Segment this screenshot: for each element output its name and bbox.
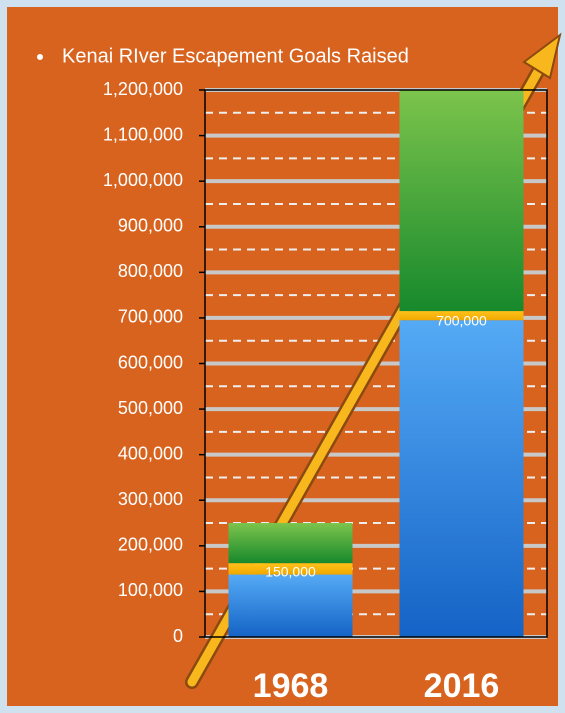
- y-tick-label: 700,000: [118, 307, 183, 327]
- bar-segment: [399, 90, 524, 312]
- data-label: 150,000: [265, 563, 316, 579]
- x-tick-label: 2016: [424, 667, 500, 705]
- x-tick-label: 1968: [253, 667, 329, 705]
- y-tick-label: 1,200,000: [103, 79, 183, 99]
- y-tick-label: 900,000: [118, 216, 183, 236]
- y-tick-label: 400,000: [118, 443, 183, 463]
- data-label: 700,000: [436, 313, 487, 329]
- y-tick-label: 200,000: [118, 535, 183, 555]
- bar-segment: [228, 574, 353, 637]
- chart-title: Kenai RIver Escapement Goals Raised: [62, 45, 409, 67]
- y-tick-label: 500,000: [118, 398, 183, 418]
- bars: 150,000 700,000: [228, 90, 524, 637]
- bar-segment: [228, 523, 353, 564]
- bar-segment: [228, 563, 353, 575]
- y-tick-label: 1,100,000: [103, 124, 183, 144]
- bar-segment: [399, 320, 524, 637]
- y-tick-label: 800,000: [118, 261, 183, 281]
- y-tick-label: 600,000: [118, 352, 183, 372]
- y-tick-label: 300,000: [118, 489, 183, 509]
- y-tick-label: 1,000,000: [103, 170, 183, 190]
- y-tick-label: 0: [173, 626, 183, 646]
- y-tick-label: 100,000: [118, 580, 183, 600]
- bar-segment: [399, 311, 524, 321]
- bullet: [37, 54, 43, 60]
